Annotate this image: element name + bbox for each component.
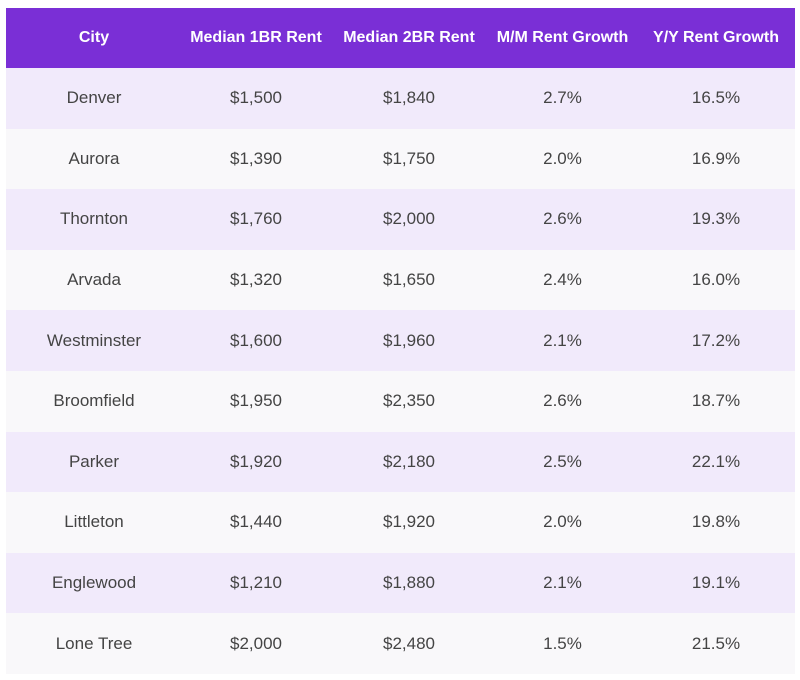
header-mm-rent-growth: M/M Rent Growth xyxy=(488,8,637,68)
cell-yy-growth: 19.1% xyxy=(691,573,741,593)
cell-1br-rent: $1,760 xyxy=(230,209,282,229)
table-row: Broomfield $1,950 $2,350 2.6% 18.7% xyxy=(6,370,795,432)
cell-2br-rent: $1,960 xyxy=(383,330,435,350)
cell-yy-growth: 21.5% xyxy=(691,633,741,653)
cell-city: Westminster xyxy=(46,330,142,350)
cell-yy-growth: 16.0% xyxy=(691,270,741,290)
cell-1br-rent: $1,500 xyxy=(230,88,282,108)
table-row: Englewood $1,210 $1,880 2.1% 19.1% xyxy=(6,552,795,614)
cell-yy-growth: 16.9% xyxy=(691,148,741,168)
cell-city: Denver xyxy=(66,88,122,108)
cell-mm-growth: 2.7% xyxy=(543,88,582,108)
cell-2br-rent: $1,840 xyxy=(383,88,435,108)
cell-mm-growth: 2.0% xyxy=(543,512,582,532)
cell-2br-rent: $2,480 xyxy=(383,633,435,653)
cell-2br-rent: $1,920 xyxy=(383,512,435,532)
cell-mm-growth: 2.1% xyxy=(543,330,582,350)
table-row: Lone Tree $2,000 $2,480 1.5% 21.5% xyxy=(6,613,795,674)
cell-1br-rent: $1,600 xyxy=(230,330,282,350)
cell-yy-growth: 19.8% xyxy=(691,512,741,532)
table-body: Denver $1,500 $1,840 2.7% 16.5% Aurora $… xyxy=(6,68,795,674)
cell-city: Aurora xyxy=(68,148,120,168)
cell-1br-rent: $1,440 xyxy=(230,512,282,532)
cell-city: Broomfield xyxy=(53,391,135,411)
cell-mm-growth: 1.5% xyxy=(543,633,582,653)
cell-city: Arvada xyxy=(67,270,121,290)
cell-2br-rent: $1,880 xyxy=(383,573,435,593)
cell-yy-growth: 16.5% xyxy=(691,88,741,108)
cell-1br-rent: $1,210 xyxy=(230,573,282,593)
rent-table-container: City Median 1BR Rent Median 2BR Rent M/M… xyxy=(6,8,795,674)
cell-yy-growth: 22.1% xyxy=(691,451,741,471)
cell-1br-rent: $1,920 xyxy=(230,451,282,471)
cell-1br-rent: $1,390 xyxy=(230,148,282,168)
cell-mm-growth: 2.5% xyxy=(543,451,582,471)
table-row: Westminster $1,600 $1,960 2.1% 17.2% xyxy=(6,310,795,371)
cell-mm-growth: 2.6% xyxy=(543,209,582,229)
cell-city: Englewood xyxy=(51,573,137,593)
cell-1br-rent: $1,320 xyxy=(230,270,282,290)
table-row: Littleton $1,440 $1,920 2.0% 19.8% xyxy=(6,492,795,553)
header-median-1br-rent: Median 1BR Rent xyxy=(182,8,330,68)
cell-1br-rent: $1,950 xyxy=(230,391,282,411)
cell-yy-growth: 19.3% xyxy=(691,209,741,229)
table-row: Aurora $1,390 $1,750 2.0% 16.9% xyxy=(6,128,795,190)
cell-1br-rent: $2,000 xyxy=(230,633,282,653)
header-median-2br-rent: Median 2BR Rent xyxy=(330,8,488,68)
table-row: Parker $1,920 $2,180 2.5% 22.1% xyxy=(6,431,795,493)
cell-mm-growth: 2.4% xyxy=(543,270,582,290)
header-city: City xyxy=(6,8,182,68)
cell-mm-growth: 2.6% xyxy=(543,391,582,411)
cell-city: Parker xyxy=(68,451,120,471)
header-row: City Median 1BR Rent Median 2BR Rent M/M… xyxy=(6,8,795,68)
cell-mm-growth: 2.0% xyxy=(543,148,582,168)
cell-yy-growth: 18.7% xyxy=(691,391,741,411)
cell-2br-rent: $1,750 xyxy=(383,148,435,168)
cell-yy-growth: 17.2% xyxy=(691,330,741,350)
rent-table: City Median 1BR Rent Median 2BR Rent M/M… xyxy=(6,8,795,674)
table-row: Denver $1,500 $1,840 2.7% 16.5% xyxy=(6,68,795,129)
cell-2br-rent: $2,350 xyxy=(383,391,435,411)
cell-city: Thornton xyxy=(59,209,129,229)
table-header: City Median 1BR Rent Median 2BR Rent M/M… xyxy=(6,8,795,68)
cell-2br-rent: $2,180 xyxy=(383,451,435,471)
cell-2br-rent: $2,000 xyxy=(383,209,435,229)
table-row: Arvada $1,320 $1,650 2.4% 16.0% xyxy=(6,249,795,311)
cell-city: Littleton xyxy=(64,512,124,532)
table-row: Thornton $1,760 $2,000 2.6% 19.3% xyxy=(6,189,795,250)
cell-city: Lone Tree xyxy=(55,633,133,653)
cell-mm-growth: 2.1% xyxy=(543,573,582,593)
cell-2br-rent: $1,650 xyxy=(383,270,435,290)
header-yy-rent-growth: Y/Y Rent Growth xyxy=(637,8,795,68)
